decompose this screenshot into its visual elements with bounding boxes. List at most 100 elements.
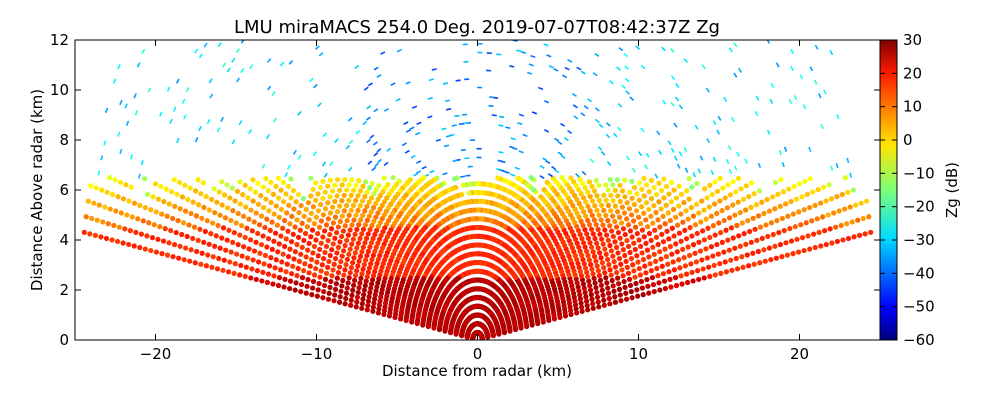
reflectivity-cell (172, 204, 177, 209)
reflectivity-cell (742, 231, 747, 236)
reflectivity-cell (327, 194, 332, 199)
noise-echo (532, 112, 537, 114)
reflectivity-cell (288, 176, 293, 181)
reflectivity-cell (669, 252, 674, 257)
reflectivity-cell (800, 235, 805, 240)
noise-echo (377, 75, 381, 78)
reflectivity-cell (676, 257, 681, 262)
reflectivity-cell (679, 281, 684, 286)
reflectivity-cell (644, 200, 649, 205)
reflectivity-cell (704, 217, 709, 222)
reflectivity-cell (126, 198, 131, 203)
noise-echo (684, 59, 687, 63)
chart-title: LMU miraMACS 254.0 Deg. 2019-07-07T08:42… (234, 17, 720, 38)
reflectivity-cell (354, 227, 359, 232)
reflectivity-cell (325, 265, 330, 270)
reflectivity-cell (604, 233, 609, 238)
reflectivity-cell (822, 228, 827, 233)
colorbar-tick-label: 10 (903, 98, 922, 116)
reflectivity-cell (355, 208, 360, 213)
reflectivity-cell (672, 233, 677, 238)
noise-echo (610, 81, 614, 84)
reflectivity-cell (702, 237, 707, 242)
reflectivity-cell (802, 207, 807, 212)
reflectivity-cell (343, 243, 348, 248)
reflectivity-cell (612, 219, 617, 224)
reflectivity-cell (341, 273, 346, 278)
reflectivity-cell (707, 235, 712, 240)
reflectivity-cell (166, 240, 171, 245)
reflectivity-cell (328, 279, 333, 284)
noise-echo (700, 156, 702, 160)
reflectivity-cell (618, 292, 623, 297)
reflectivity-cell (619, 267, 624, 272)
reflectivity-cell (516, 176, 521, 181)
reflectivity-cell (331, 220, 336, 225)
reflectivity-cell (115, 194, 120, 199)
reflectivity-cell (840, 192, 845, 197)
reflectivity-cell (656, 199, 661, 204)
reflectivity-cell (341, 248, 346, 253)
noise-echo (606, 134, 610, 138)
y-tick-label: 0 (59, 331, 69, 349)
reflectivity-cell (698, 248, 703, 253)
noise-echo (186, 87, 188, 91)
noise-echo (170, 119, 172, 124)
reflectivity-cell (617, 256, 622, 261)
reflectivity-cell (718, 230, 723, 235)
reflectivity-cell (752, 262, 757, 267)
reflectivity-cell (350, 288, 355, 293)
reflectivity-cell (313, 198, 318, 203)
reflectivity-cell (271, 239, 276, 244)
noise-echo (730, 169, 732, 174)
reflectivity-cell (820, 214, 825, 219)
reflectivity-cell (636, 215, 641, 220)
reflectivity-cell (636, 237, 641, 242)
reflectivity-cell (625, 200, 630, 205)
colorbar-tick-label: −40 (903, 264, 935, 282)
reflectivity-cell (357, 236, 362, 241)
reflectivity-cell (274, 203, 279, 208)
reflectivity-cell (327, 232, 332, 237)
reflectivity-cell (276, 195, 281, 200)
reflectivity-cell (651, 185, 656, 190)
reflectivity-cell (165, 214, 170, 219)
reflectivity-cell (640, 228, 645, 233)
noise-echo (367, 139, 371, 142)
reflectivity-cell (139, 232, 144, 237)
noise-echo (118, 65, 120, 69)
reflectivity-cell (286, 203, 291, 208)
reflectivity-cell (655, 217, 660, 222)
reflectivity-cell (615, 177, 620, 182)
noise-echo (819, 93, 821, 98)
noise-echo (724, 97, 727, 101)
reflectivity-cell (702, 275, 707, 280)
noise-echo (127, 121, 129, 126)
reflectivity-cell (828, 226, 833, 231)
noise-echo (659, 150, 662, 154)
reflectivity-cell (159, 251, 164, 256)
reflectivity-cell (826, 182, 831, 187)
reflectivity-cell (323, 277, 328, 282)
reflectivity-cell (345, 218, 350, 223)
y-tick-label: 8 (59, 131, 69, 149)
reflectivity-cell (278, 267, 283, 272)
reflectivity-cell (299, 203, 304, 208)
reflectivity-cell (183, 245, 188, 250)
reflectivity-cell (266, 236, 271, 241)
reflectivity-cell (226, 228, 231, 233)
noise-echo (815, 45, 817, 49)
reflectivity-cell (622, 178, 627, 183)
reflectivity-cell (223, 248, 228, 253)
reflectivity-cell (622, 253, 627, 258)
reflectivity-cell (285, 262, 290, 267)
reflectivity-cell (712, 263, 717, 268)
reflectivity-cell (721, 250, 726, 255)
reflectivity-cell (771, 232, 776, 237)
reflectivity-cell (165, 253, 170, 258)
reflectivity-cell (179, 232, 184, 237)
reflectivity-cell (316, 281, 321, 286)
reflectivity-cell (810, 189, 815, 194)
reflectivity-cell (647, 189, 652, 194)
reflectivity-cell (705, 226, 710, 231)
